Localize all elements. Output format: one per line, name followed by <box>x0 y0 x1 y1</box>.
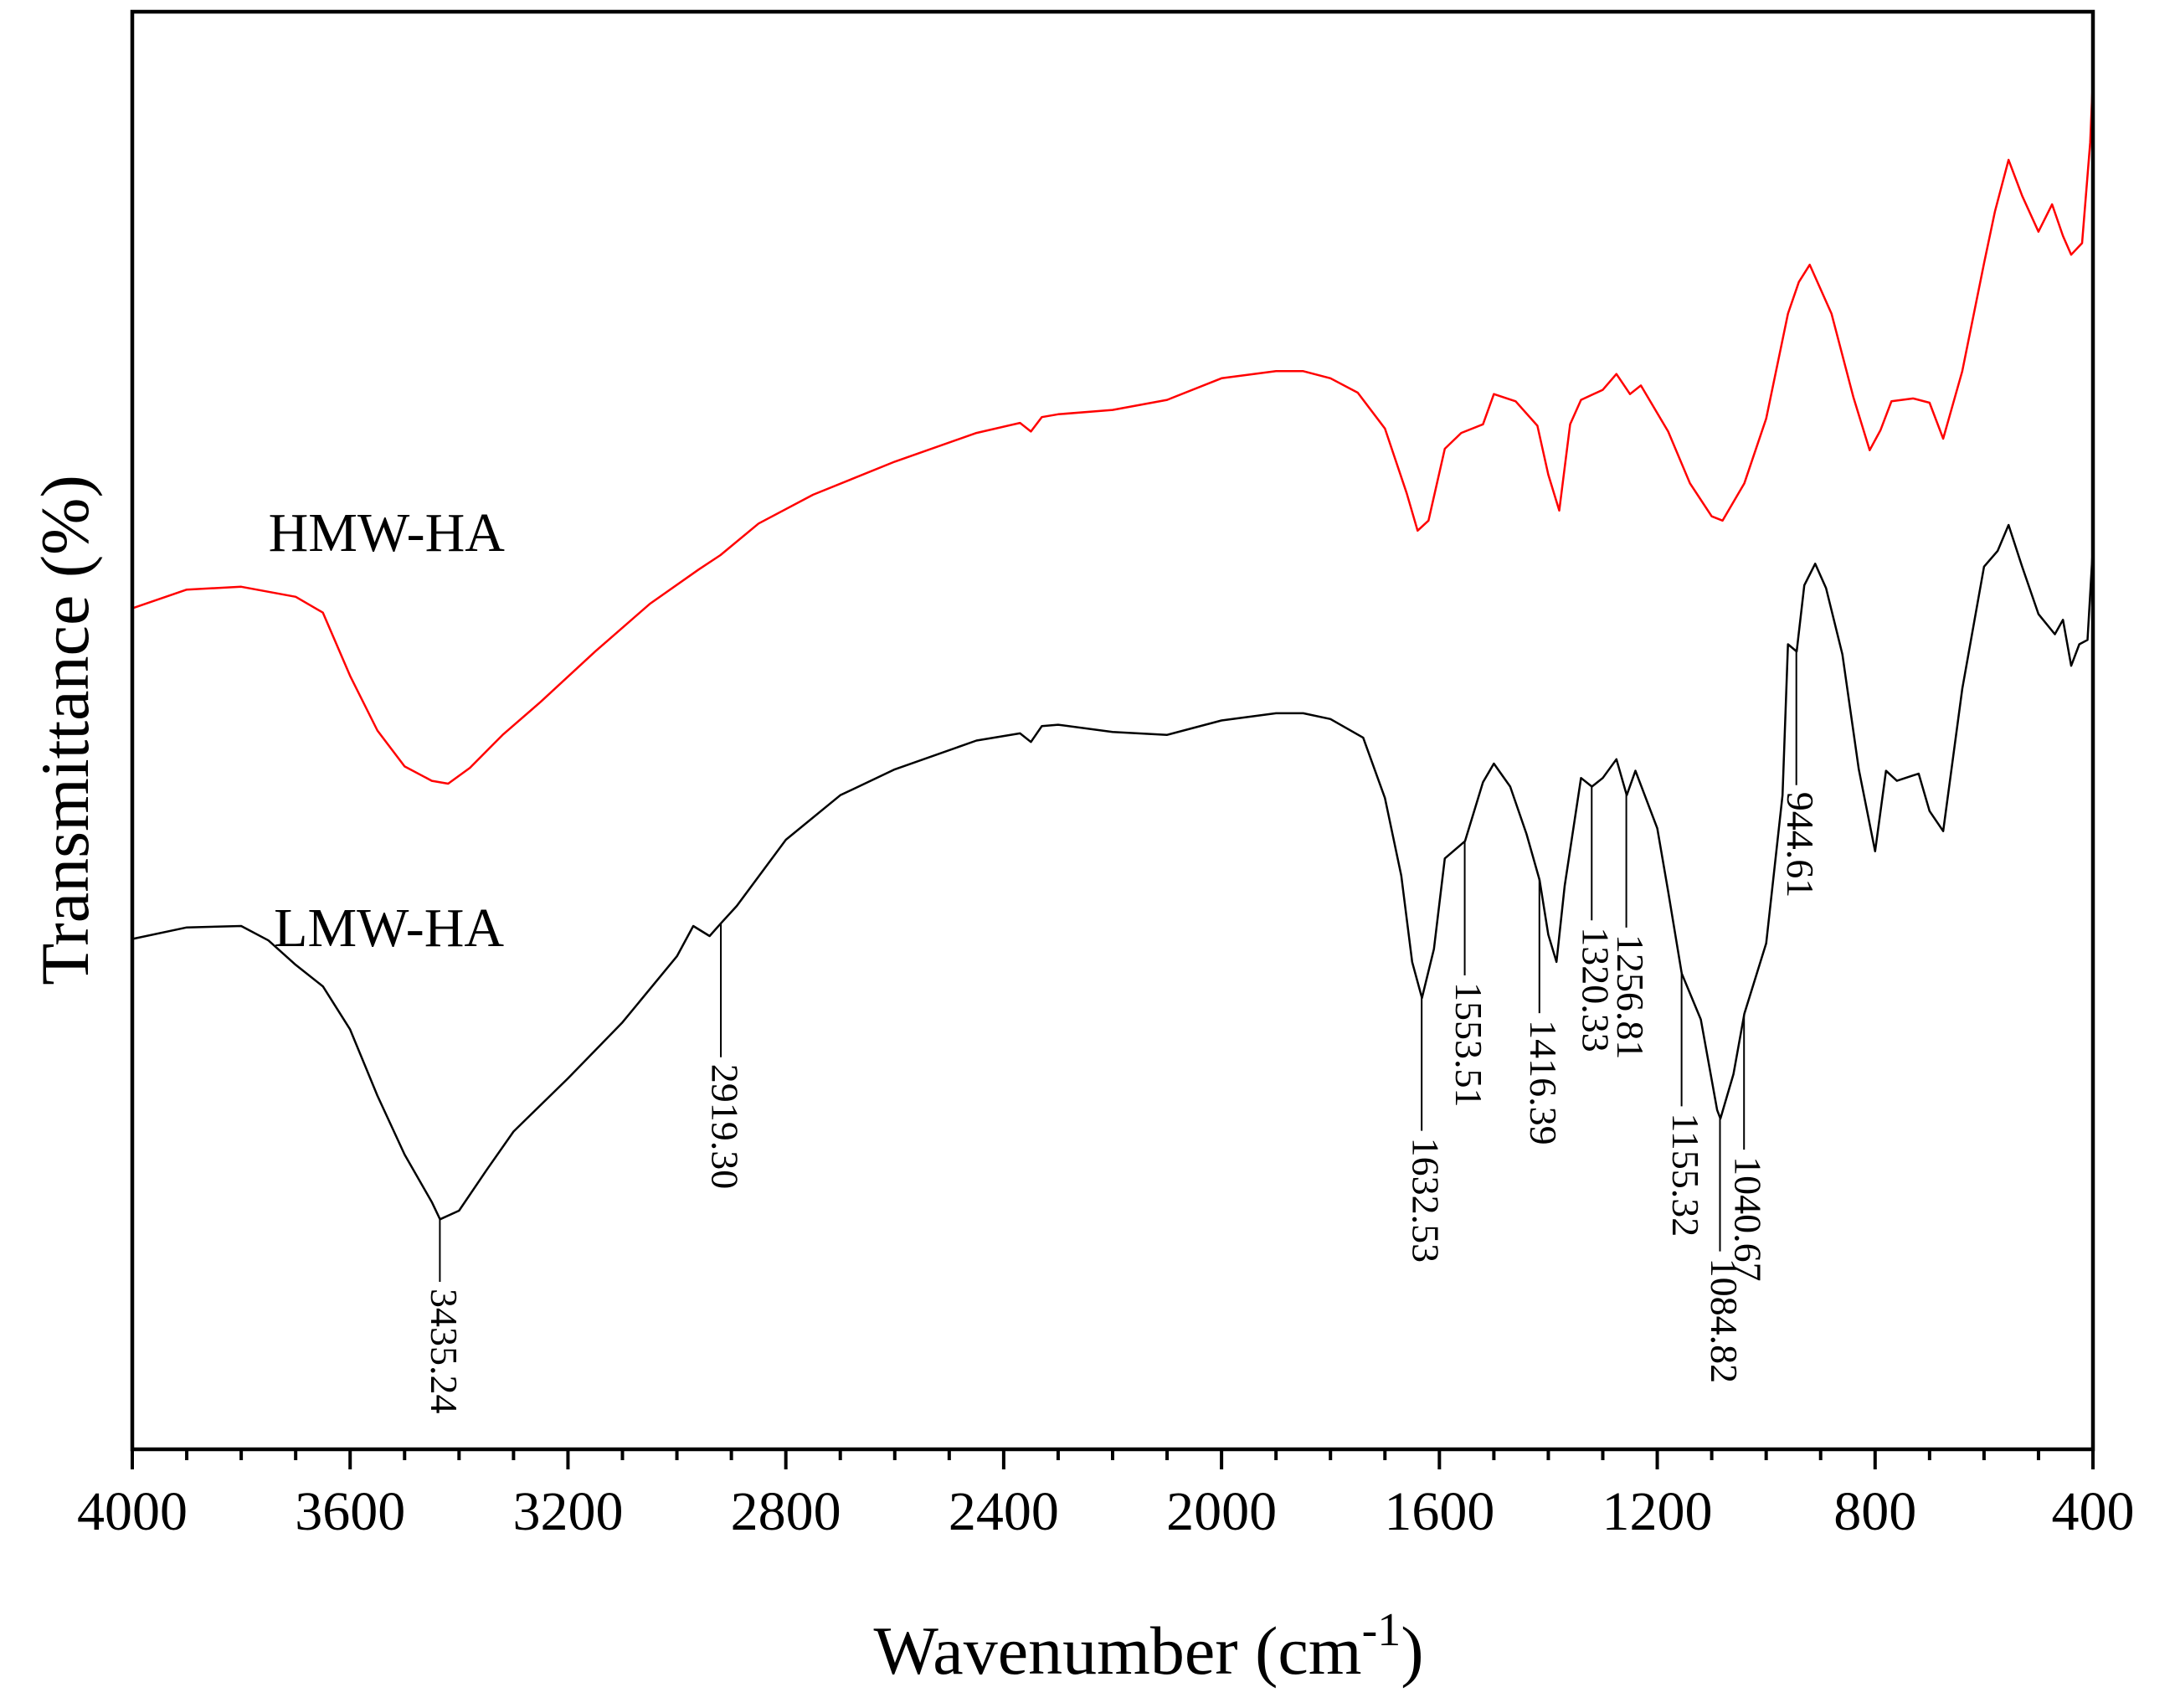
peak-label: 1320.33 <box>1575 927 1617 1052</box>
x-tick-label: 4000 <box>77 1481 188 1542</box>
x-axis-tick-labels: 4000 3600 3200 2800 2400 2000 1600 1200 800 400 <box>77 1481 2135 1542</box>
peak-label: 1632.53 <box>1405 1138 1447 1263</box>
peak-label: 1256.81 <box>1609 934 1652 1060</box>
peak-label: 3435.24 <box>423 1289 465 1414</box>
x-tick-label: 3200 <box>512 1481 623 1542</box>
x-tick-label: 800 <box>1833 1481 1916 1542</box>
x-axis-ticks <box>131 1449 2095 1469</box>
peak-label: 2919.30 <box>703 1064 746 1190</box>
peak-label: 1084.82 <box>1703 1258 1746 1384</box>
x-axis-title-superscript: -1 <box>1362 1604 1401 1656</box>
x-tick-label: 400 <box>2052 1481 2135 1542</box>
peak-label: 944.61 <box>1779 792 1822 898</box>
x-tick-label: 2000 <box>1166 1481 1277 1542</box>
peak-label: 1416.39 <box>1522 1020 1565 1145</box>
series-line-lmw-ha <box>131 523 2095 1221</box>
series-label-lmw-ha: LMW-HA <box>274 898 504 959</box>
series-labels: HMW-HA LMW-HA <box>269 502 506 959</box>
series-layer <box>131 77 2095 1221</box>
x-tick-label: 2800 <box>731 1481 841 1542</box>
peak-label: 1040.67 <box>1727 1156 1770 1282</box>
series-line-hmw-ha <box>131 77 2095 785</box>
x-tick-label: 3600 <box>295 1481 405 1542</box>
series-label-hmw-ha: HMW-HA <box>269 502 506 563</box>
x-tick-label: 2400 <box>949 1481 1059 1542</box>
y-axis-title: Transmittance (%) <box>27 475 103 985</box>
x-axis-title: Wavenumber (cm-1) <box>873 1604 1423 1689</box>
x-tick-label: 1200 <box>1602 1481 1713 1542</box>
x-tick-label: 1600 <box>1384 1481 1494 1542</box>
peak-label: 1155.32 <box>1664 1113 1707 1237</box>
x-axis-title-suffix: ) <box>1401 1613 1423 1689</box>
x-axis-title-text: Wavenumber (cm <box>873 1613 1361 1689</box>
peak-label: 1553.51 <box>1447 982 1490 1108</box>
